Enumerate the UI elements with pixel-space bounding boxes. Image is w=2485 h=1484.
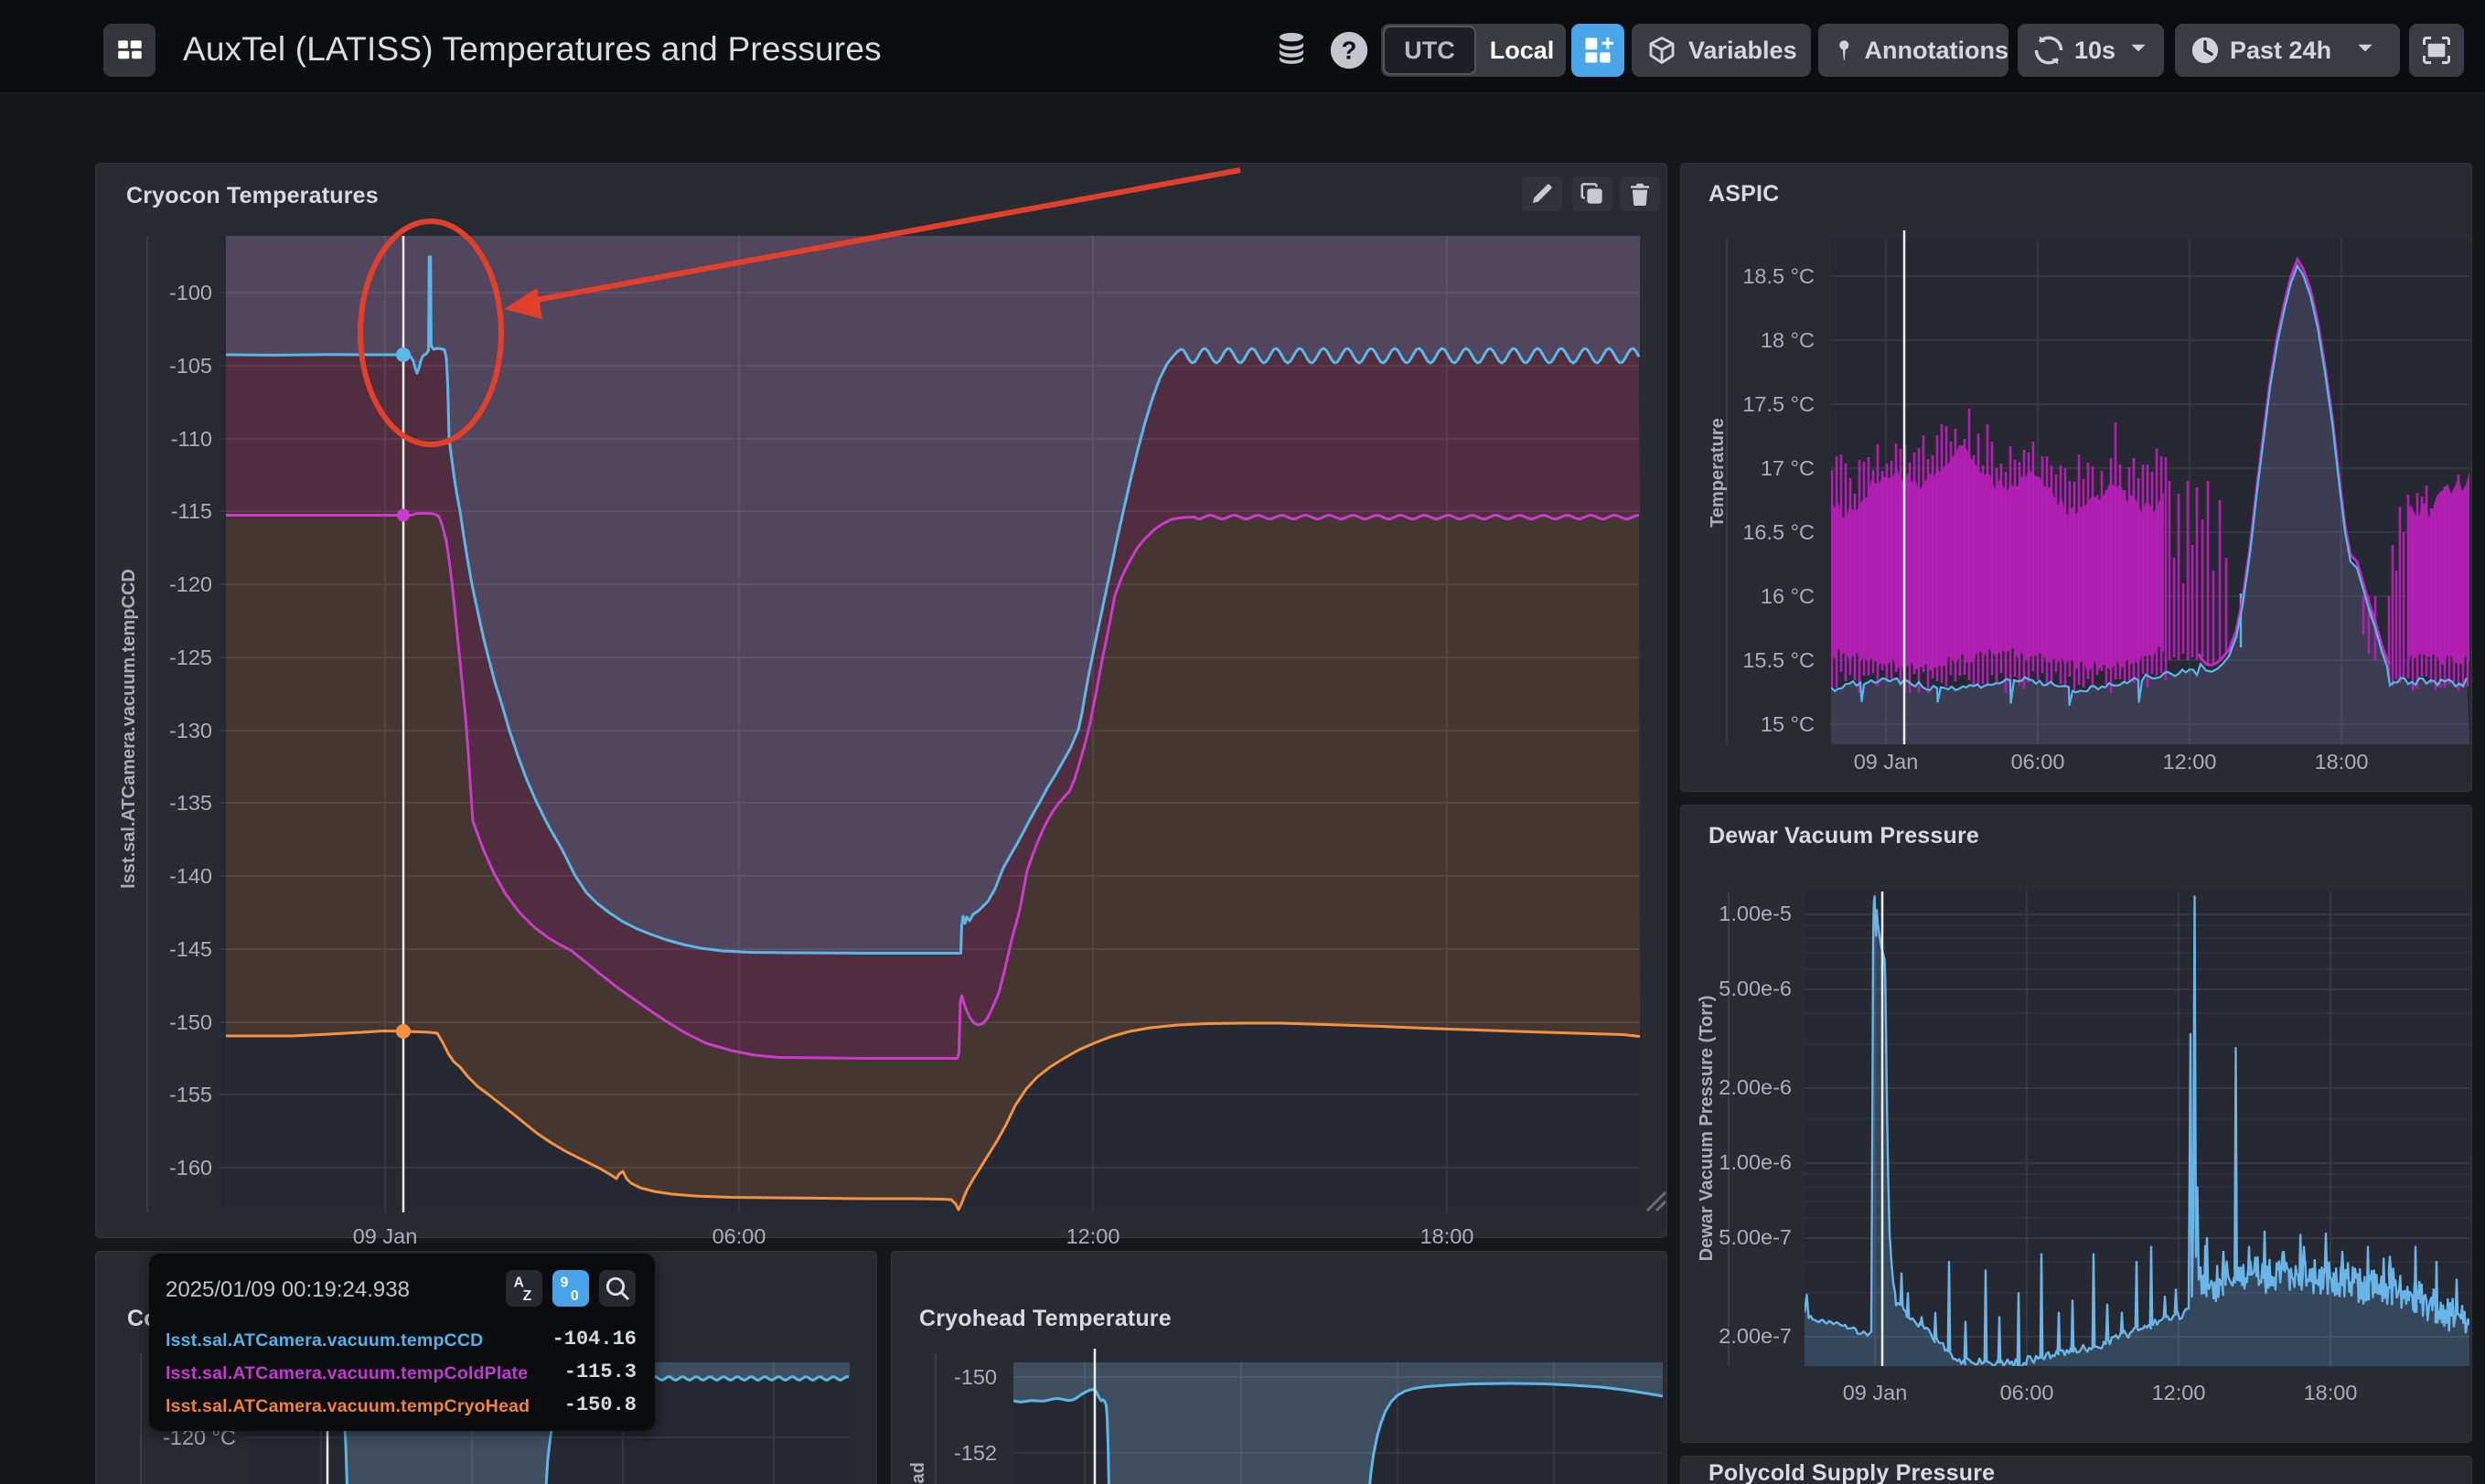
svg-text:2.00e-7: 2.00e-7	[1719, 1324, 1792, 1348]
svg-text:-160: -160	[169, 1156, 212, 1180]
svg-text:06:00: 06:00	[2000, 1381, 2054, 1404]
svg-text:-140: -140	[169, 864, 212, 888]
svg-text:18:00: 18:00	[2304, 1381, 2358, 1404]
svg-text:Dewar Vacuum Pressure (Torr): Dewar Vacuum Pressure (Torr)	[1697, 996, 1717, 1262]
svg-text:-145: -145	[169, 937, 212, 961]
svg-text:2.00e-6: 2.00e-6	[1719, 1075, 1792, 1099]
svg-text:06:00: 06:00	[2011, 750, 2065, 774]
svg-text:09 Jan: 09 Jan	[1854, 750, 1919, 774]
svg-text:16 °C: 16 °C	[1761, 584, 1815, 608]
svg-text:A: A	[514, 1276, 524, 1291]
svg-text:-150: -150	[169, 1010, 212, 1034]
svg-text:15 °C: 15 °C	[1761, 712, 1815, 736]
svg-text:lsst.sal.ATCamera.vacuum.tempC: lsst.sal.ATCamera.vacuum.tempCryoHead	[908, 1462, 928, 1484]
svg-text:18 °C: 18 °C	[1761, 328, 1815, 352]
svg-text:18:00: 18:00	[2315, 750, 2369, 774]
svg-text:-152: -152	[954, 1441, 997, 1465]
svg-text:Z: Z	[523, 1288, 532, 1304]
svg-text:Temperature: Temperature	[1708, 418, 1728, 528]
svg-text:5.00e-6: 5.00e-6	[1719, 977, 1792, 1000]
svg-text:-100: -100	[169, 281, 212, 304]
svg-text:lsst.sal.ATCamera.vacuum.tempC: lsst.sal.ATCamera.vacuum.tempCCD	[119, 569, 139, 889]
svg-text:1.00e-6: 1.00e-6	[1719, 1150, 1792, 1174]
svg-text:-115: -115	[171, 499, 212, 523]
svg-text:0: 0	[571, 1288, 579, 1304]
svg-text:-135: -135	[169, 791, 212, 815]
svg-text:-120: -120	[169, 572, 212, 596]
svg-text:17.5 °C: 17.5 °C	[1742, 392, 1815, 416]
svg-text:12:00: 12:00	[2163, 750, 2217, 774]
svg-text:-105: -105	[169, 354, 212, 378]
svg-text:15.5 °C: 15.5 °C	[1742, 648, 1815, 672]
svg-text:?: ?	[1342, 37, 1357, 65]
svg-text:06:00: 06:00	[712, 1224, 766, 1248]
svg-text:12:00: 12:00	[2152, 1381, 2206, 1404]
svg-text:-125: -125	[169, 646, 212, 669]
svg-text:-150: -150	[954, 1365, 997, 1389]
svg-text:18:00: 18:00	[1420, 1224, 1474, 1248]
svg-text:09 Jan: 09 Jan	[1843, 1381, 1908, 1404]
svg-text:17 °C: 17 °C	[1761, 456, 1815, 480]
svg-text:5.00e-7: 5.00e-7	[1719, 1225, 1792, 1249]
svg-text:9: 9	[561, 1276, 569, 1291]
svg-text:-155: -155	[169, 1083, 212, 1106]
svg-text:18.5 °C: 18.5 °C	[1742, 264, 1815, 288]
svg-text:1.00e-5: 1.00e-5	[1719, 902, 1792, 925]
svg-text:16.5 °C: 16.5 °C	[1742, 520, 1815, 544]
svg-text:09 Jan: 09 Jan	[353, 1224, 418, 1248]
svg-text:-110: -110	[171, 427, 212, 451]
svg-text:12:00: 12:00	[1066, 1224, 1120, 1248]
svg-text:-130: -130	[169, 719, 212, 742]
